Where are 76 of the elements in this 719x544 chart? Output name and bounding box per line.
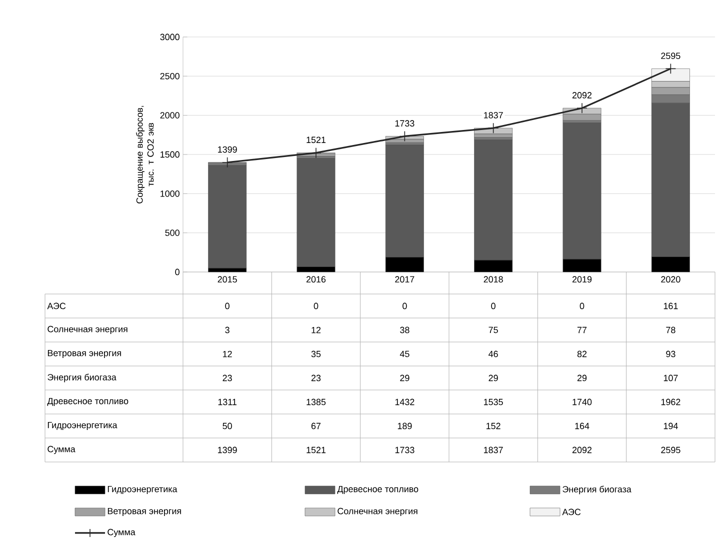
data-label: 189 [398, 422, 412, 430]
legend-label: Гидроэнергетика [108, 486, 178, 494]
x-tick-label: 2019 [572, 276, 592, 283]
data-label: 67 [311, 422, 321, 430]
data-label: 50 [222, 422, 232, 430]
data-label: 164 [575, 422, 590, 430]
data-label: 45 [400, 350, 410, 358]
legend-label: Древесное топливо [337, 486, 418, 494]
x-tick-label: 2015 [218, 276, 237, 283]
data-label: 23 [311, 374, 321, 382]
data-label: 194 [664, 422, 678, 430]
text: Гидроэнергетика [48, 422, 118, 430]
data-label: 161 [664, 302, 678, 310]
total-label: 1521 [306, 136, 326, 144]
x-tick-label: 2018 [484, 276, 503, 283]
y-tick-label: 2000 [160, 112, 180, 118]
data-label: 78 [666, 326, 676, 334]
x-tick-label: 2016 [306, 276, 326, 283]
text: Древесное топливо [47, 398, 128, 406]
text: Энергия биогаза [48, 374, 116, 382]
data-label: 1733 [395, 446, 414, 454]
data-label: 1837 [484, 446, 503, 454]
data-label: 107 [664, 374, 678, 382]
data-label: 1521 [306, 446, 326, 454]
data-label: 1385 [306, 398, 326, 406]
data-label: 38 [400, 326, 410, 334]
text: АЭС [47, 302, 66, 310]
total-label: 1837 [484, 112, 503, 118]
y-tick-label: 500 [165, 230, 180, 236]
data-label: 0 [402, 302, 407, 310]
text: Сумма [48, 446, 76, 454]
data-label: 29 [577, 374, 587, 382]
data-label: 1311 [218, 398, 237, 406]
data-label: 3 [225, 326, 230, 334]
data-label: 12 [223, 350, 232, 358]
y-tick-label: 1000 [160, 190, 180, 197]
legend-label: АЭС [562, 508, 581, 516]
legend-label: Сумма [108, 528, 136, 538]
data-label: 29 [400, 374, 410, 382]
data-label: 0 [491, 302, 496, 310]
data-label: 77 [577, 326, 587, 334]
legend-label: Энергия биогаза [562, 486, 632, 494]
data-label: 29 [488, 374, 498, 382]
data-label: 0 [225, 302, 230, 310]
data-label: 152 [486, 422, 500, 430]
total-label: 1733 [395, 120, 414, 127]
y-tick-label: 0 [175, 268, 180, 276]
y-tick-label: 1500 [160, 151, 180, 158]
data-label: 0 [580, 302, 584, 310]
text: Ветровая энергия [48, 350, 121, 358]
total-label: 2595 [661, 52, 680, 60]
data-label: 23 [222, 374, 232, 382]
data-label: 1740 [572, 398, 592, 406]
data-label: 46 [488, 350, 498, 358]
y-tick-label: 3000 [160, 34, 180, 40]
data-label: 75 [488, 326, 498, 334]
data-label: 2092 [572, 446, 592, 454]
total-label: 2092 [572, 92, 592, 98]
text: Солнечная энергия [48, 326, 128, 334]
data-label: 35 [311, 350, 321, 358]
data-label: 0 [314, 302, 318, 310]
data-label: 1432 [395, 398, 414, 406]
y-tick-label: 2500 [160, 72, 180, 80]
legend-label: Ветровая энергия [108, 508, 181, 516]
data-label: 2595 [661, 446, 680, 454]
data-label: 82 [577, 350, 587, 358]
data-label: 1399 [218, 446, 237, 454]
data-label: 1535 [484, 398, 503, 406]
data-label: 93 [666, 350, 676, 358]
legend-label: Солнечная энергия [338, 508, 418, 516]
x-tick-label: 2020 [661, 276, 680, 283]
data-label: 12 [312, 326, 321, 334]
data-label: 1962 [661, 398, 680, 406]
x-tick-label: 2017 [395, 276, 414, 283]
total-label: 1399 [218, 146, 237, 153]
y-axis-title: Сокращение выбросов, тыс. т CO2 экв [136, 106, 154, 204]
